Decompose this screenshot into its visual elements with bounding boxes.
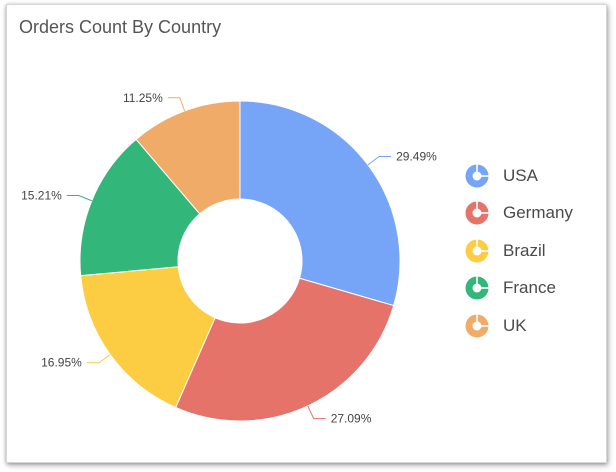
leader-line-brazil [86,354,111,364]
donut-icon [465,276,489,300]
chart-card: Orders Count By Country 29.49% 27.09% 16.9… [6,4,607,463]
donut-icon [465,163,489,188]
legend-label: UK [503,315,527,335]
legend-item-germany[interactable]: Germany [465,195,605,233]
donut-slices [79,100,401,422]
label-leaders [66,97,392,420]
data-label-usa: 29.49% [396,149,437,163]
legend-item-usa[interactable]: USA [465,157,605,195]
donut-icon [465,313,489,338]
legend-item-brazil[interactable]: Brazil [465,232,605,270]
slice-france[interactable] [79,138,201,277]
legend-label: USA [503,165,538,185]
slice-brazil[interactable] [80,266,216,409]
slice-uk[interactable] [135,100,241,215]
legend-item-uk[interactable]: UK [465,307,605,345]
leader-line-uk [167,97,186,112]
data-label-uk: 11.25% [123,91,163,105]
data-label-brazil: 16.95% [41,356,82,370]
donut-icon [465,201,489,225]
chart-title: Orders Count By Country [19,17,222,37]
legend-item-france[interactable]: France [465,270,605,308]
legend: USA Germany Brazil France UK [465,157,605,345]
donut-icon [465,238,489,263]
legend-label: Germany [503,203,573,223]
data-labels: 29.49% 27.09% 16.95% 15.21% 11.25% [21,91,437,426]
leader-line-france [66,194,92,202]
leader-line-usa [367,155,392,166]
slice-usa[interactable] [239,100,401,307]
legend-label: France [503,278,556,298]
donut-chart: 29.49% 27.09% 16.95% 15.21% 11.25% [21,91,437,426]
leader-line-germany [307,405,326,420]
slice-germany[interactable] [175,277,395,422]
data-label-france: 15.21% [21,188,62,202]
legend-label: Brazil [503,240,546,260]
data-label-germany: 27.09% [331,412,372,426]
